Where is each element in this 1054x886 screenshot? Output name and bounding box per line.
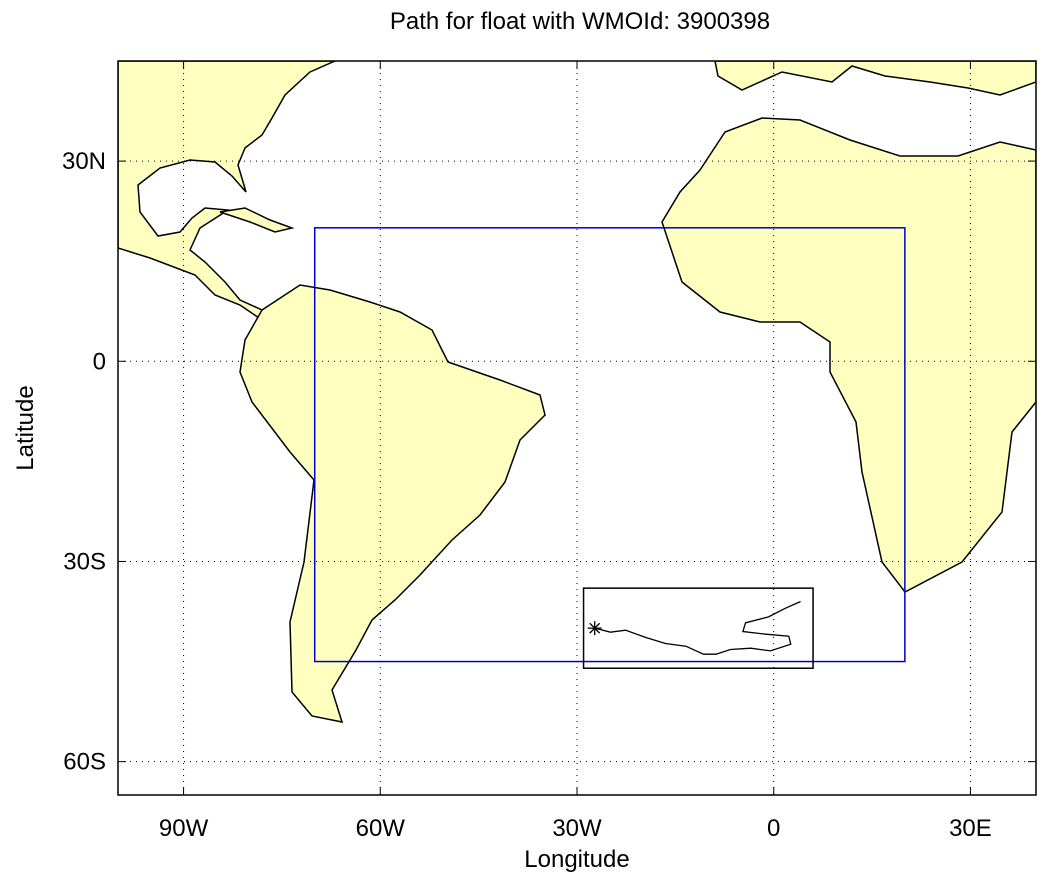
y-tick-label: 30S: [63, 548, 106, 575]
start-marker-stroke: [589, 622, 601, 634]
y-axis-label: Latitude: [12, 385, 39, 470]
y-tick-label: 60S: [63, 749, 106, 776]
africa: [661, 117, 1036, 593]
region-box: [313, 227, 906, 663]
x-tick-label: 90W: [159, 815, 209, 842]
x-tick-label: 60W: [356, 815, 406, 842]
land: [118, 61, 1036, 723]
y-tick-label: 0: [93, 348, 106, 375]
x-tick-label: 30E: [949, 815, 992, 842]
path-box: [582, 587, 814, 669]
float-path: [594, 600, 801, 655]
y-tick-label: 30N: [62, 148, 106, 175]
x-tick-label: 30W: [552, 815, 602, 842]
chart-title: Path for float with WMOId: 3900398: [390, 8, 770, 35]
europe: [714, 61, 1036, 96]
south-america: [239, 284, 546, 723]
start-marker: [587, 621, 602, 636]
x-tick-label: 0: [767, 815, 780, 842]
cuba: [219, 207, 295, 233]
north-america: [118, 61, 336, 322]
x-axis-label: Longitude: [524, 846, 629, 873]
plot-marks: [313, 227, 906, 669]
